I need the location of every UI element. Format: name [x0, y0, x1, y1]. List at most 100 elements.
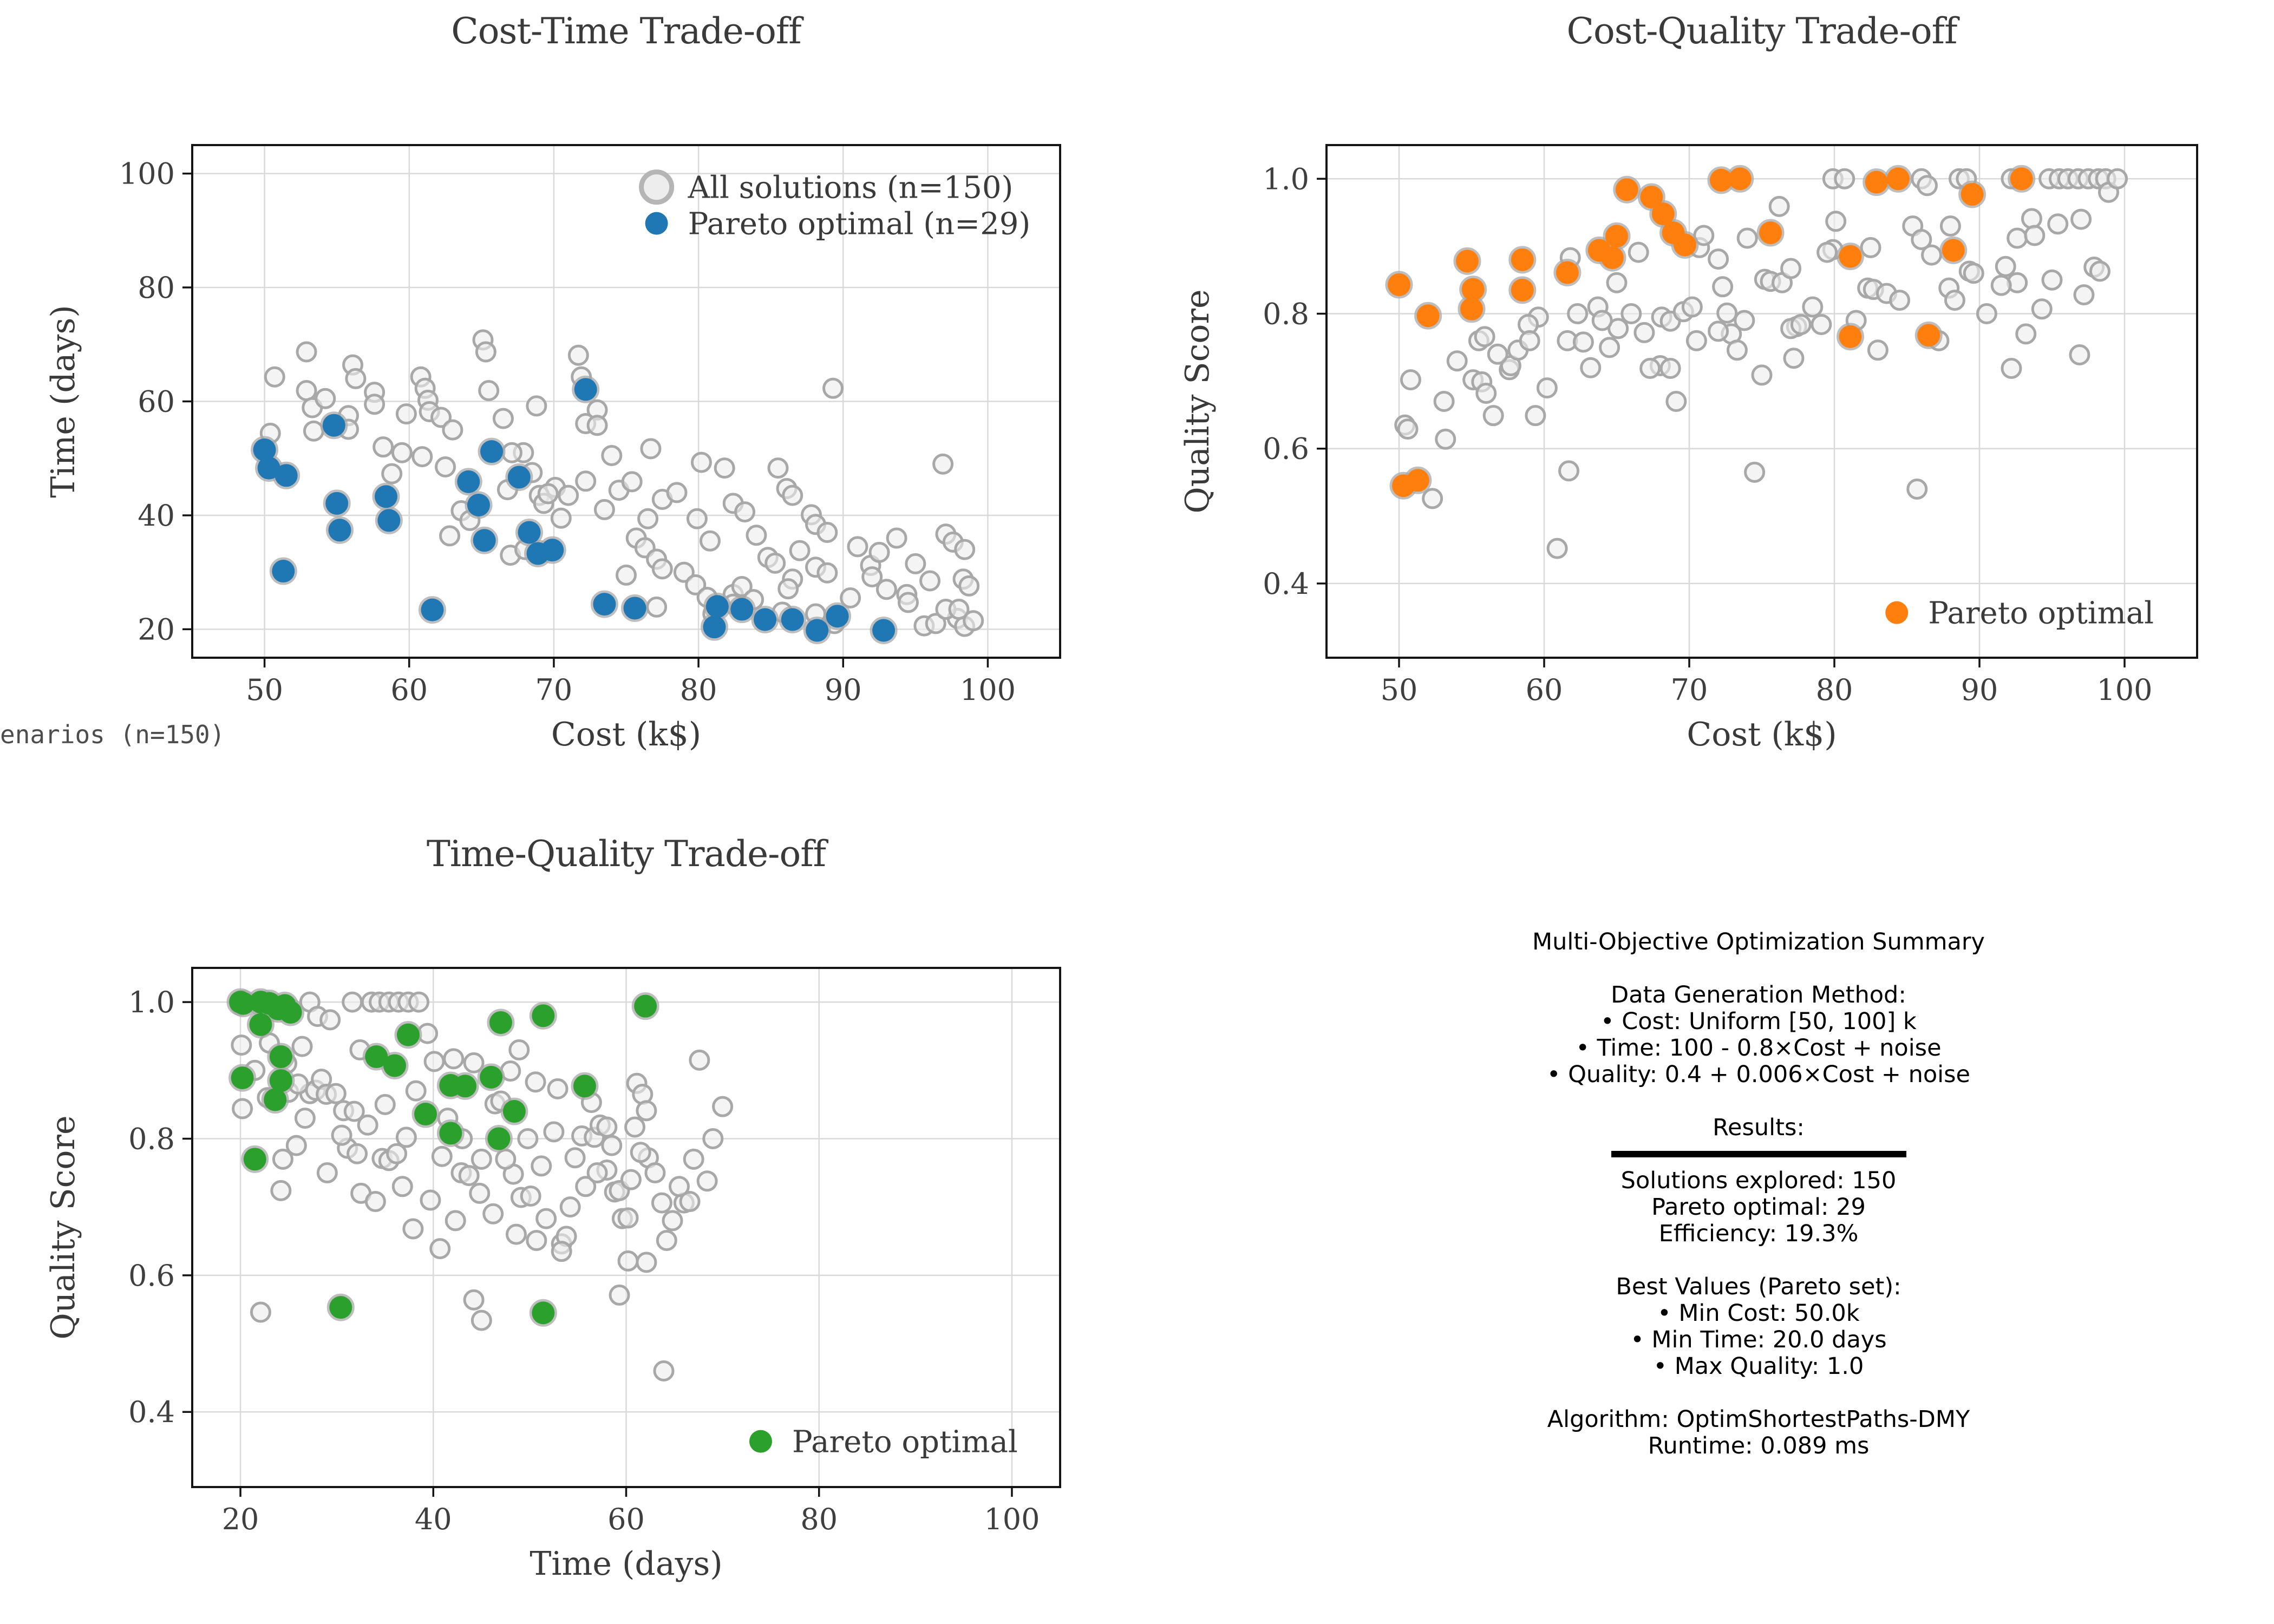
- solution-point: [285, 1135, 307, 1156]
- solution-point-halo: [1553, 259, 1582, 287]
- solution-point: [1963, 263, 1984, 284]
- solution-point-halo: [436, 1119, 465, 1147]
- solution-point: [1790, 313, 1812, 335]
- pareto-point: [1455, 250, 1479, 273]
- y-axis-tick-label: 0.8: [1263, 297, 1309, 331]
- solution-point: [296, 380, 317, 402]
- solution-point: [586, 1162, 608, 1184]
- y-axis-label: Time (days): [44, 305, 82, 497]
- solution-point: [1751, 364, 1773, 386]
- pareto-point: [454, 1075, 477, 1098]
- solution-point-halo: [870, 616, 898, 644]
- solution-point: [689, 1049, 710, 1071]
- pareto-point: [593, 593, 616, 616]
- solution-point: [636, 1252, 657, 1273]
- solution-point: [517, 1128, 539, 1149]
- y-axis-tick-label: 40: [138, 499, 175, 533]
- x-axis-tick-label: 90: [1961, 673, 1998, 707]
- solution-point: [429, 1238, 451, 1260]
- pareto-point: [623, 597, 646, 620]
- solution-point: [734, 501, 756, 523]
- solution-point: [653, 1360, 675, 1381]
- pareto-point: [730, 598, 754, 621]
- solution-point: [559, 1196, 581, 1218]
- pareto-point: [232, 992, 255, 1015]
- solution-point-halo: [411, 1100, 440, 1128]
- x-axis-tick-label: 100: [984, 1502, 1040, 1536]
- solution-point-halo: [803, 616, 831, 644]
- solution-point: [1867, 339, 1889, 361]
- solution-point: [666, 482, 688, 503]
- solution-point: [395, 403, 417, 425]
- solution-point: [1906, 478, 1928, 500]
- solution-point: [1567, 303, 1589, 325]
- solution-point: [1736, 227, 1758, 249]
- solution-point: [1558, 460, 1580, 482]
- pareto-point: [480, 440, 504, 463]
- pareto-point: [383, 1054, 407, 1077]
- solution-point: [1825, 211, 1847, 232]
- pareto-point: [258, 992, 281, 1015]
- summary-line: Algorithm: OptimShortestPaths-DMY: [1547, 1406, 1970, 1433]
- solution-point: [789, 540, 811, 561]
- solution-point: [1665, 391, 1687, 412]
- pareto-point: [634, 994, 657, 1018]
- solution-point: [601, 1135, 623, 1156]
- solution-point-halo: [241, 1145, 269, 1173]
- solution-point: [575, 470, 597, 492]
- solution-point: [550, 507, 572, 529]
- y-axis-tick-label: 0.6: [1263, 432, 1309, 466]
- solution-point: [596, 1116, 618, 1138]
- solution-point-halo: [1939, 236, 1968, 264]
- solution-point: [919, 570, 941, 592]
- solution-point: [526, 1229, 547, 1251]
- pareto-point: [269, 1045, 292, 1069]
- solution-point: [411, 446, 433, 468]
- solution-point: [357, 1114, 378, 1136]
- pareto-point: [264, 1088, 287, 1111]
- solution-point: [2107, 168, 2128, 189]
- solution-point: [782, 484, 803, 506]
- solution-point: [847, 536, 868, 558]
- solution-point: [683, 1148, 704, 1170]
- pareto-point: [1886, 167, 1910, 191]
- solution-point: [746, 525, 767, 546]
- solution-point: [897, 592, 919, 613]
- pareto-point: [272, 560, 295, 583]
- solution-point: [963, 610, 984, 632]
- pareto-point: [1388, 273, 1410, 296]
- solution-point: [386, 1143, 408, 1164]
- optimization-summary: Multi-Objective Optimization Summary Data…: [1380, 929, 2138, 1459]
- x-axis-tick-label: 60: [390, 673, 428, 707]
- solution-point-halo: [728, 595, 756, 624]
- summary-panel: Multi-Objective Optimization Summary Data…: [1137, 812, 2274, 1624]
- solution-point-halo: [487, 1009, 515, 1037]
- solution-point: [640, 438, 662, 460]
- pareto-point: [806, 619, 829, 642]
- x-axis-label: Cost (k$): [551, 716, 701, 754]
- chart-title: Cost-Quality Trade-off: [1566, 10, 1960, 52]
- solution-point-halo: [1836, 243, 1864, 271]
- solution-point: [364, 1191, 386, 1213]
- solution-point: [617, 1250, 639, 1272]
- solution-point: [1744, 461, 1766, 483]
- solution-point: [431, 1145, 453, 1167]
- pareto-point: [243, 1148, 266, 1171]
- solution-point-halo: [478, 437, 506, 466]
- solution-point-halo: [454, 468, 482, 496]
- y-axis-tick-label: 0.4: [128, 1395, 175, 1429]
- solution-point-halo: [1508, 276, 1537, 304]
- solution-point: [2021, 208, 2042, 230]
- solution-point: [1628, 241, 1649, 263]
- solution-point-halo: [1756, 219, 1785, 247]
- solution-point-halo: [500, 1097, 528, 1125]
- solution-point: [564, 1147, 586, 1169]
- solution-point: [1734, 310, 1755, 331]
- summary-title: Multi-Objective Optimization Summary: [1532, 928, 1985, 955]
- pareto-point: [532, 1004, 555, 1027]
- solution-point: [364, 394, 385, 415]
- summary-line: Pareto optimal: 29: [1651, 1194, 1866, 1221]
- y-axis-tick-label: 100: [119, 157, 175, 191]
- pareto-point: [781, 608, 804, 631]
- legend-dot-marker: [645, 212, 668, 235]
